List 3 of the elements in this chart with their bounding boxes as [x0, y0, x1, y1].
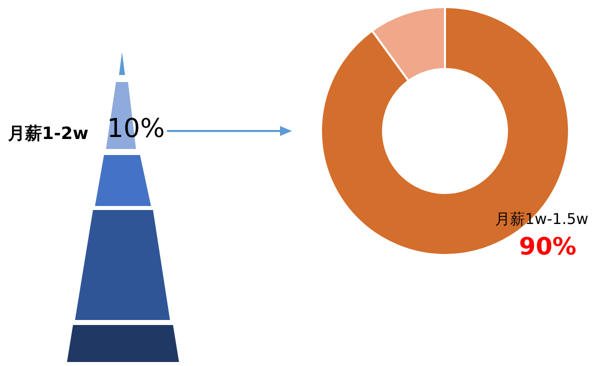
text: 月薪1-2w [8, 123, 88, 145]
data-label: 90% [518, 232, 576, 261]
text: 10% [107, 114, 165, 144]
